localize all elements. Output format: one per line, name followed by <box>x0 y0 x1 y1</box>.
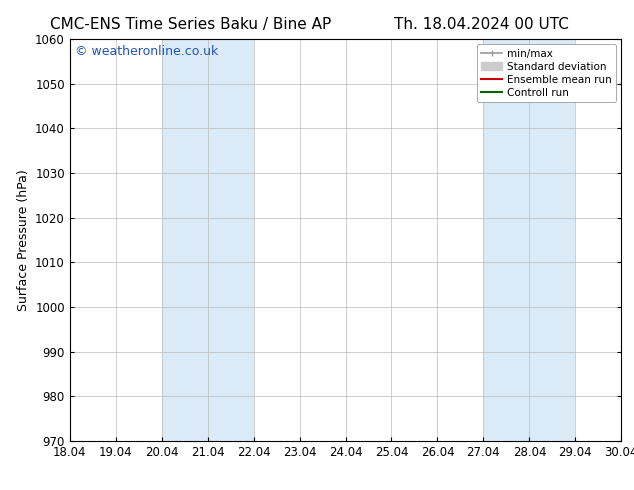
Bar <box>483 39 575 441</box>
Legend: min/max, Standard deviation, Ensemble mean run, Controll run: min/max, Standard deviation, Ensemble me… <box>477 45 616 102</box>
Bar <box>162 39 254 441</box>
Text: © weatheronline.co.uk: © weatheronline.co.uk <box>75 45 219 58</box>
Y-axis label: Surface Pressure (hPa): Surface Pressure (hPa) <box>16 169 30 311</box>
Text: CMC-ENS Time Series Baku / Bine AP: CMC-ENS Time Series Baku / Bine AP <box>49 17 331 32</box>
Text: Th. 18.04.2024 00 UTC: Th. 18.04.2024 00 UTC <box>394 17 569 32</box>
